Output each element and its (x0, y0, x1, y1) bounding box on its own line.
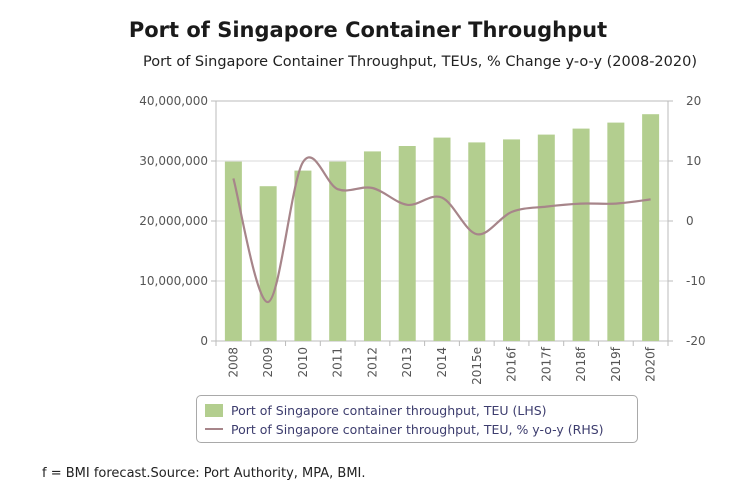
y-left-tick-label: 40,000,000 (139, 94, 208, 108)
x-tick-label-2014: 2014 (435, 347, 449, 378)
bar-2014 (433, 137, 451, 341)
x-tick-label-2019f: 2019f (609, 346, 623, 382)
bar-2020f (642, 114, 660, 341)
x-tick-label-2012: 2012 (365, 347, 379, 378)
yoy-line (232, 156, 651, 304)
chart-title: Port of Singapore Container Throughput (128, 18, 608, 42)
y-left-tick-label: 30,000,000 (139, 154, 208, 168)
y-left-tick-label: 0 (200, 334, 208, 348)
bar-2010 (294, 170, 312, 341)
chart-legend: Port of Singapore container throughput, … (196, 395, 638, 443)
x-tick-label-2008: 2008 (226, 347, 240, 378)
bar-2013 (398, 146, 416, 341)
legend-item-teu: Port of Singapore container throughput, … (205, 401, 547, 419)
x-tick-label-2017f: 2017f (539, 346, 553, 382)
bar-2015e (468, 142, 486, 341)
bar-2008 (224, 161, 242, 341)
bar-2019f (607, 122, 625, 341)
legend-swatch-line (205, 428, 223, 430)
x-tick-label-2018f: 2018f (574, 346, 588, 382)
x-tick-label-2009: 2009 (261, 347, 275, 378)
x-tick-label-2016f: 2016f (505, 346, 519, 382)
y-left-tick-label: 10,000,000 (139, 274, 208, 288)
y-right-tick-label: 0 (686, 214, 694, 228)
legend-label-yoy: Port of Singapore container throughput, … (231, 421, 604, 437)
bar-2017f (537, 134, 555, 341)
x-tick-label-2010: 2010 (296, 347, 310, 378)
x-tick-label-2020f: 2020f (644, 346, 658, 382)
y-left-tick-label: 20,000,000 (139, 214, 208, 228)
footnote: f = BMI forecast.Source: Port Authority,… (42, 466, 366, 481)
chart-plot: 0 10,000,000 20,000,000 30,000,000 40,000,00… (139, 94, 706, 385)
y-right-tick-label: 10 (686, 154, 701, 168)
chart-subtitle: Port of Singapore Container Throughput, … (142, 54, 697, 70)
x-tick-label-2015e: 2015e (470, 347, 484, 385)
y-right-tick-label: 20 (686, 94, 701, 108)
x-tick-label-2011: 2011 (331, 347, 345, 378)
bar-2009 (259, 186, 277, 341)
legend-swatch-bar (205, 403, 223, 417)
bar-2016f (503, 139, 521, 341)
bar-2012 (363, 151, 381, 341)
bar-2018f (572, 128, 590, 341)
legend-item-yoy: Port of Singapore container throughput, … (205, 420, 604, 438)
bar-2011 (329, 161, 347, 341)
y-right-tick-label: -20 (686, 334, 706, 348)
legend-label-teu: Port of Singapore container throughput, … (231, 402, 547, 418)
y-right-tick-label: -10 (686, 274, 706, 288)
x-tick-label-2013: 2013 (400, 347, 414, 378)
